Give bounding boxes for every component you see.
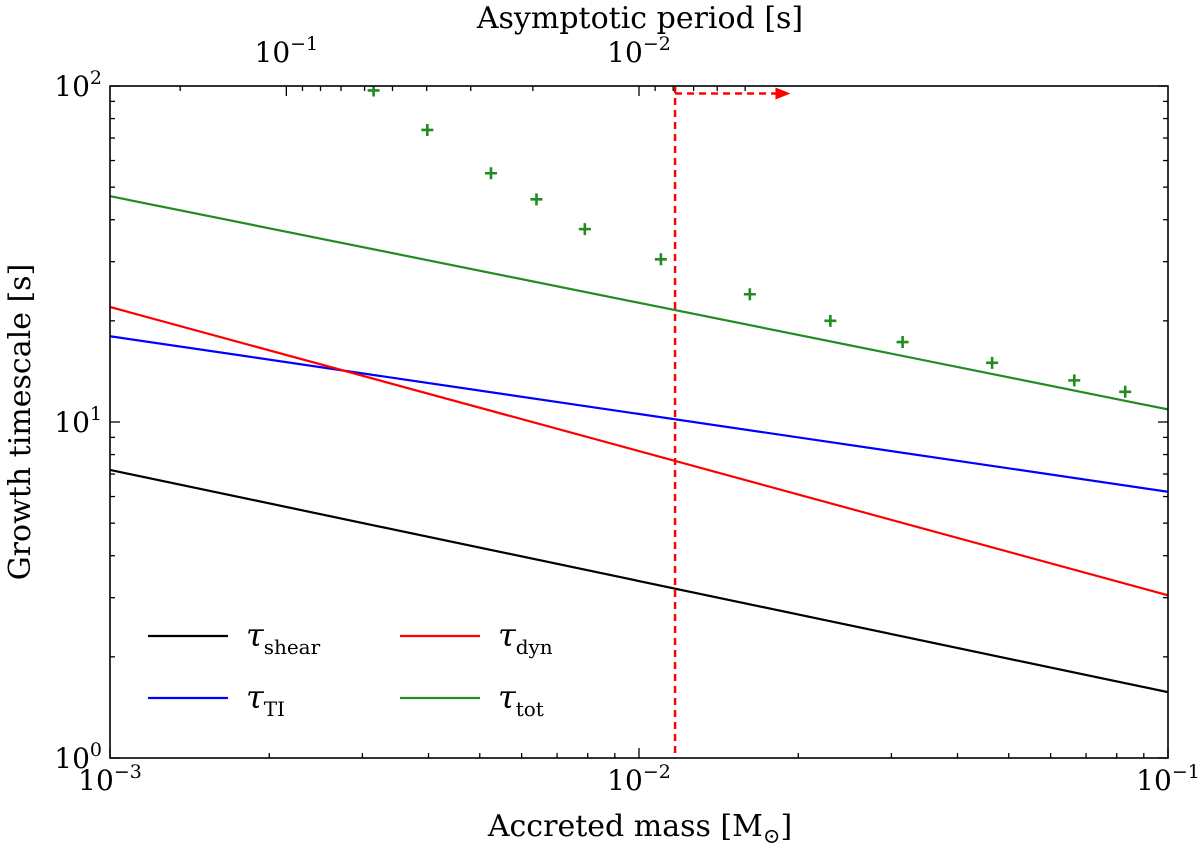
scatter-point <box>484 167 497 180</box>
x-tick-label: 10−2 <box>607 761 671 797</box>
series-line-tot <box>110 195 1168 411</box>
legend-item-ti: τTI <box>148 678 285 721</box>
y-tick-label: 100 <box>54 739 102 775</box>
scatter-point <box>743 288 756 301</box>
x2-tick-label: 10−2 <box>607 33 671 69</box>
legend-item-shear: τshear <box>148 616 321 659</box>
plot-area <box>110 86 1168 758</box>
x2-tick-label: 10−1 <box>255 33 319 69</box>
threshold-arrow-head <box>775 87 791 100</box>
scatter-point <box>530 193 543 206</box>
scatter-point <box>1068 374 1081 387</box>
axis-labels: Accreted mass [M⊙] Growth timescale [s] … <box>3 1 1200 845</box>
y-axis-title: Growth timescale [s] <box>3 264 38 581</box>
series-line-shear <box>110 468 1168 694</box>
legend-label: τdyn <box>498 616 553 659</box>
scatter-point <box>896 336 909 349</box>
legend: τshear τdyn τTI τtot <box>148 616 553 721</box>
x2-axis-title: Asymptotic period [s] <box>476 1 803 36</box>
scatter-point <box>824 314 837 327</box>
scatter-point <box>421 123 434 136</box>
x-axis-title: Accreted mass [M⊙] <box>487 809 792 845</box>
axis-ticks <box>109 85 1169 759</box>
y-tick-label: 102 <box>54 67 102 103</box>
legend-item-dyn: τdyn <box>400 616 553 659</box>
x-tick-label: 10−3 <box>78 761 142 797</box>
scatter-point <box>986 356 999 369</box>
legend-label: τtot <box>498 678 544 721</box>
x-tick-label: 10−1 <box>1136 761 1200 797</box>
scatter-point <box>578 223 591 236</box>
series-line-dyn <box>110 305 1168 597</box>
legend-label: τTI <box>246 678 285 721</box>
scatter-point <box>1119 385 1132 398</box>
legend-item-tot: τtot <box>400 678 544 721</box>
y-tick-label: 101 <box>54 403 102 439</box>
scatter-point <box>654 253 667 266</box>
legend-label: τshear <box>246 616 321 659</box>
plot-clip-group <box>110 86 1168 694</box>
series-line-ti <box>110 335 1168 493</box>
